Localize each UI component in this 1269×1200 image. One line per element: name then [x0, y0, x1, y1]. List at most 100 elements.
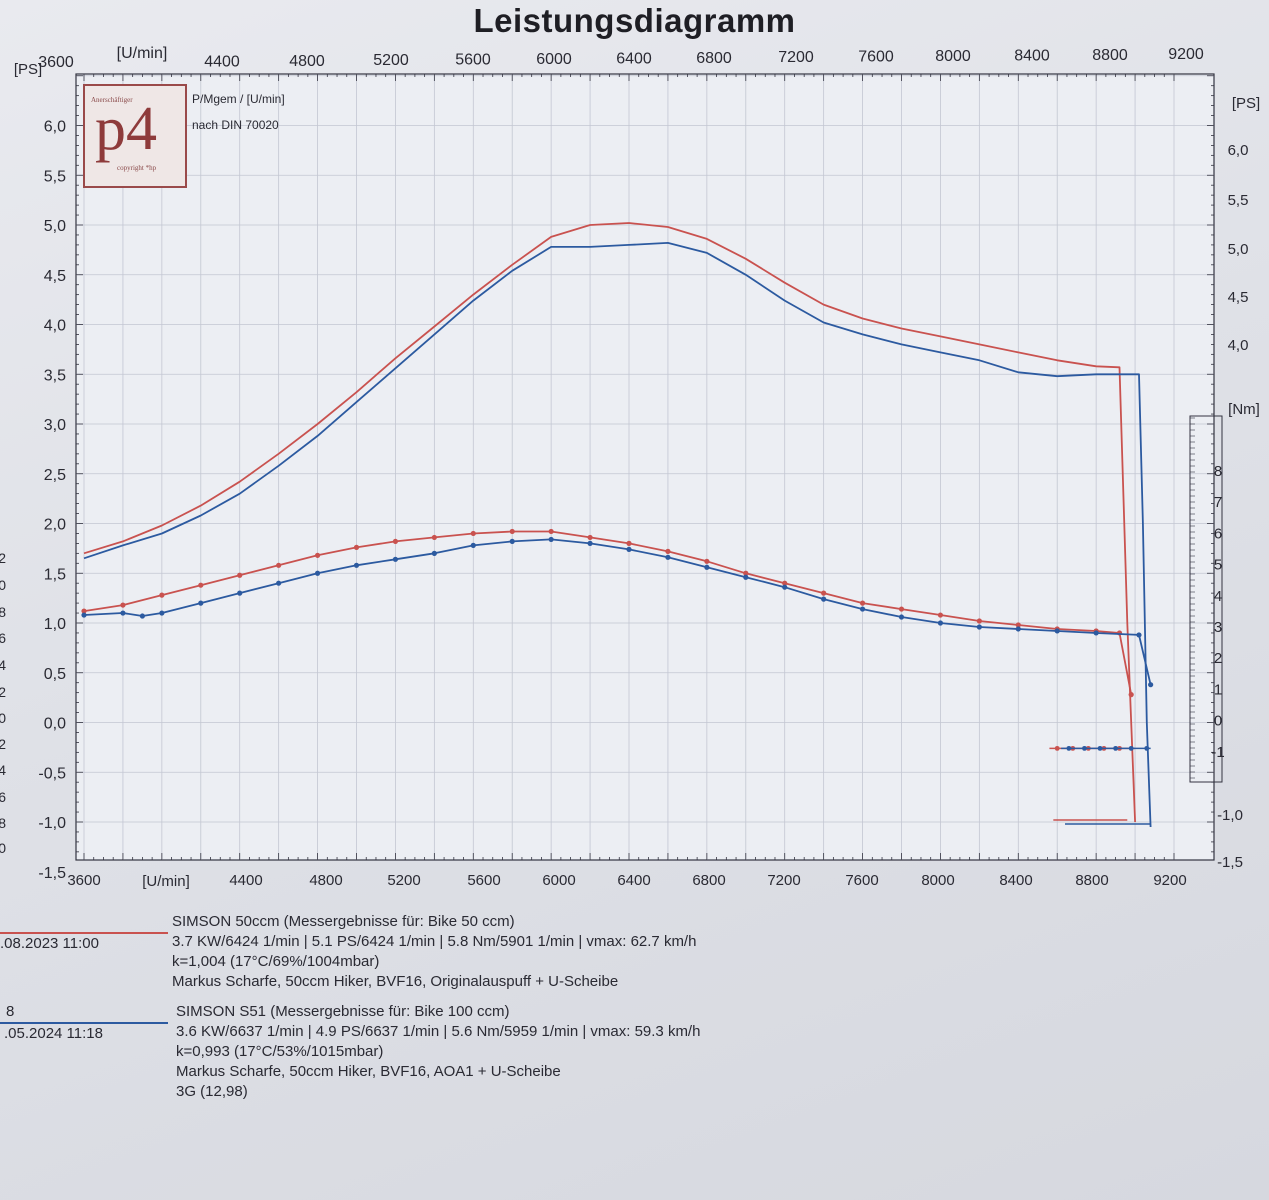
torque-point	[1015, 622, 1021, 628]
x-tick-label-bottom: 5600	[467, 872, 500, 889]
torque-point	[704, 564, 710, 570]
run-2-color-line	[0, 1022, 168, 1024]
power-curve-run-1	[83, 222, 1136, 823]
torque-point	[937, 620, 944, 626]
torque-point	[392, 556, 399, 562]
torque-point	[120, 602, 126, 608]
x-tick-label-top: 4800	[289, 53, 325, 70]
torque-point	[782, 580, 788, 586]
torque-point	[237, 590, 243, 596]
left-edge-cut-label: 0	[0, 710, 6, 726]
torque-point	[821, 596, 827, 602]
run-1-setup: Markus Scharfe, 50ccm Hiker, BVF16, Orig…	[172, 973, 619, 990]
torque-point	[120, 610, 126, 616]
left-axis-tick-label: 1,0	[44, 616, 66, 633]
x-tick-label-bottom: 6400	[617, 872, 650, 889]
run-2-details: SIMSON S51 (Messergebnisse für: Bike 100…	[176, 1002, 1176, 1102]
x-tick-label-bottom: 9200	[1153, 872, 1186, 889]
x-tick-label-bottom: 8400	[999, 872, 1032, 889]
x-tick-label-bottom: 7600	[845, 872, 878, 889]
power-curve-run-2	[83, 241, 1152, 828]
torque-point	[1054, 628, 1060, 634]
torque-point	[392, 538, 399, 545]
x-tick-label-top: 6000	[536, 51, 572, 68]
left-axis-tick-label: 0,5	[44, 666, 66, 683]
left-axis-tick-label: 2,5	[44, 467, 66, 484]
x-tick-label-bottom: 8000	[921, 872, 954, 889]
torque-point	[898, 606, 905, 612]
torque-point	[1113, 745, 1119, 751]
left-axis-tick-label: -1,5	[38, 865, 66, 882]
left-edge-cut-label: 6	[0, 630, 6, 646]
right-ps-tick-label: 6,0	[1228, 142, 1249, 159]
run-2-values: 3.6 KW/6637 1/min | 4.9 PS/6637 1/min | …	[176, 1023, 701, 1040]
torque-point	[81, 612, 87, 618]
torque-point	[1144, 745, 1150, 751]
x-tick-label-bottom: 6000	[542, 872, 575, 889]
right-nm-tick-label: 1	[1214, 681, 1222, 698]
x-tick-label-top: 8400	[1014, 47, 1050, 64]
torque-point	[276, 562, 282, 568]
left-axis-tick-label: 5,5	[44, 168, 66, 185]
right-ps-tick-label: 5,5	[1228, 192, 1249, 209]
run-2-extra: 3G (12,98)	[176, 1083, 248, 1100]
x-tick-label-bottom: 4800	[309, 872, 342, 889]
torque-point	[665, 554, 671, 560]
p4-logo: Anerschäftiger p4 copyright *hp	[83, 84, 187, 188]
dyno-chart: 3600360044004400480048005200520056005600…	[0, 45, 1260, 890]
right-nm-axis-unit: [Nm]	[1228, 401, 1260, 418]
run-2-number: 8	[6, 1003, 15, 1020]
x-tick-label-top: 9200	[1168, 46, 1204, 63]
x-tick-label-bottom: 8800	[1075, 872, 1108, 889]
torque-point	[976, 618, 982, 624]
right-ps-tick-label: -1,5	[1217, 854, 1243, 871]
torque-point	[898, 614, 905, 620]
torque-point	[1148, 682, 1154, 688]
left-edge-cut-label: ,4	[0, 762, 6, 778]
chart-note-norm: nach DIN 70020	[192, 118, 279, 132]
torque-point	[859, 606, 866, 612]
torque-point	[431, 534, 437, 541]
left-axis-tick-label: 2,0	[44, 517, 66, 534]
torque-point	[470, 530, 476, 537]
torque-point	[470, 542, 476, 548]
torque-point	[743, 570, 749, 576]
torque-point	[626, 546, 632, 552]
chart-title: Leistungsdiagramm	[473, 2, 796, 39]
chart-note-unit: P/Mgem / [U/min]	[192, 92, 285, 106]
x-unit-label-bottom: [U/min]	[142, 873, 190, 890]
left-edge-cut-label: 2	[0, 550, 6, 566]
run-1-values: 3.7 KW/6424 1/min | 5.1 PS/6424 1/min | …	[172, 933, 697, 950]
x-tick-label-bottom: 7200	[767, 872, 800, 889]
right-nm-tick-label: -1	[1211, 744, 1224, 761]
torque-point	[159, 592, 165, 598]
x-tick-label-top: 7600	[858, 49, 894, 66]
left-axis-tick-label: 3,0	[44, 417, 66, 434]
torque-point	[782, 584, 788, 590]
run-1-title: SIMSON 50ccm (Messergebnisse für: Bike 5…	[172, 913, 515, 930]
run-2-conditions: k=0,993 (17°C/53%/1015mbar)	[176, 1043, 384, 1060]
torque-point	[198, 600, 204, 606]
left-edge-cut-label: 0	[0, 577, 6, 593]
x-tick-label-bottom: 4400	[229, 872, 262, 889]
torque-point	[353, 544, 360, 550]
right-nm-tick-label: 0	[1214, 713, 1222, 730]
left-axis-tick-label: -0,5	[38, 765, 66, 782]
torque-point	[548, 536, 554, 543]
left-edge-cut-label: ,6	[0, 789, 6, 805]
right-ps-tick-label: 4,5	[1228, 289, 1249, 306]
right-nm-tick-label: 2	[1214, 650, 1222, 667]
run-2-setup: Markus Scharfe, 50ccm Hiker, BVF16, AOA1…	[176, 1063, 561, 1080]
run-2-date: .05.2024 11:18	[4, 1025, 103, 1042]
right-nm-tick-label: 4	[1214, 588, 1222, 605]
torque-point	[314, 552, 321, 558]
right-ps-tick-label: 4,0	[1228, 337, 1249, 354]
left-axis-tick-label: 4,0	[44, 318, 66, 335]
right-nm-tick-label: 7	[1214, 494, 1222, 511]
left-axis-tick-label: 6,0	[44, 119, 66, 136]
x-tick-label-top: 6400	[616, 50, 652, 67]
left-axis-tick-label: -1,0	[38, 815, 66, 832]
right-ps-tick-label: 5,0	[1228, 241, 1249, 258]
run-1-conditions: k=1,004 (17°C/69%/1004mbar)	[172, 953, 380, 970]
logo-bottom-text: copyright *hp	[117, 164, 157, 172]
